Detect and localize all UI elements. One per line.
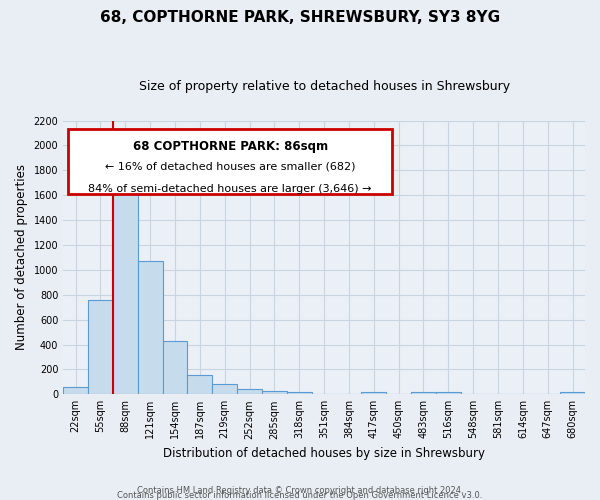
Text: 68, COPTHORNE PARK, SHREWSBURY, SY3 8YG: 68, COPTHORNE PARK, SHREWSBURY, SY3 8YG	[100, 10, 500, 25]
Text: 84% of semi-detached houses are larger (3,646) →: 84% of semi-detached houses are larger (…	[88, 184, 372, 194]
FancyBboxPatch shape	[68, 129, 392, 194]
Bar	[560, 392, 585, 394]
Bar	[113, 176, 138, 394]
Bar	[163, 341, 187, 394]
Bar	[63, 388, 88, 394]
Text: Contains HM Land Registry data © Crown copyright and database right 2024.: Contains HM Land Registry data © Crown c…	[137, 486, 463, 495]
Bar	[287, 392, 311, 394]
Bar	[361, 392, 386, 394]
Y-axis label: Number of detached properties: Number of detached properties	[15, 164, 28, 350]
Bar	[436, 392, 461, 394]
Text: Contains public sector information licensed under the Open Government Licence v3: Contains public sector information licen…	[118, 491, 482, 500]
Bar	[262, 391, 287, 394]
Bar	[237, 390, 262, 394]
Bar	[212, 384, 237, 394]
Text: ← 16% of detached houses are smaller (682): ← 16% of detached houses are smaller (68…	[105, 162, 355, 172]
Bar	[88, 300, 113, 394]
X-axis label: Distribution of detached houses by size in Shrewsbury: Distribution of detached houses by size …	[163, 447, 485, 460]
Title: Size of property relative to detached houses in Shrewsbury: Size of property relative to detached ho…	[139, 80, 509, 93]
Bar	[411, 392, 436, 394]
Bar	[138, 261, 163, 394]
Text: 68 COPTHORNE PARK: 86sqm: 68 COPTHORNE PARK: 86sqm	[133, 140, 328, 152]
Bar	[187, 375, 212, 394]
